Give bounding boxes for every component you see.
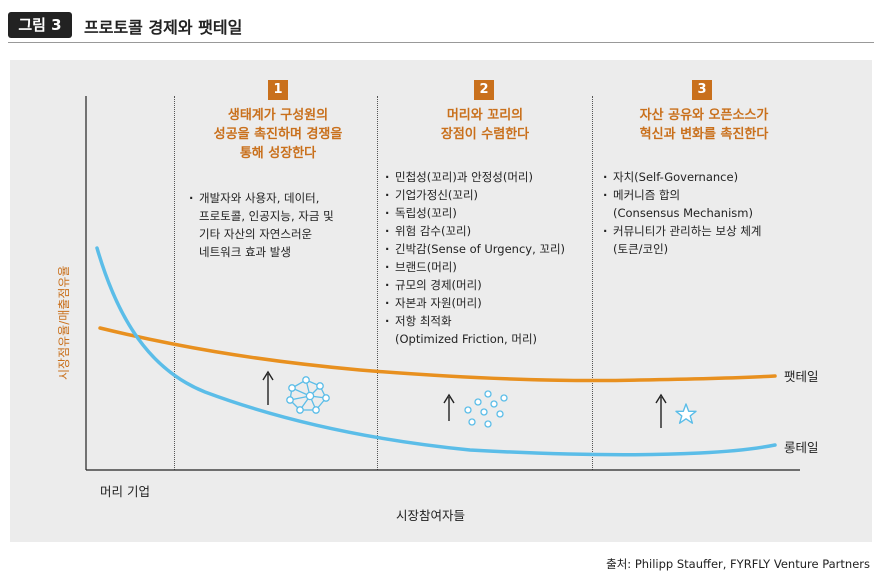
column-3-heading-line: 혁신과 변화를 촉진한다 <box>639 127 769 142</box>
column-divider <box>592 96 593 470</box>
bullet-item: 네트워크 효과 발생 <box>199 245 291 259</box>
figure-badge: 그림 3 <box>8 12 72 38</box>
column-1-heading-line: 성공을 촉진하며 경쟁을 <box>213 127 343 142</box>
bullet-item: 프로토콜, 인공지능, 자금 및 <box>199 209 334 223</box>
y-axis-label: 시장점유율/매출점유율 <box>57 265 71 380</box>
column-2-number: 2 <box>474 80 494 100</box>
column-3-number: 3 <box>692 80 712 100</box>
fat-tail-curve <box>98 326 777 383</box>
column-1-heading: 생태계가 구성원의 성공을 촉진하며 경쟁을 통해 성장한다 <box>180 106 376 163</box>
bullet-item: 규모의 경제(머리) <box>384 276 590 294</box>
bullet-item: 독립성(꼬리) <box>384 204 590 222</box>
bullet-item: 저항 최적화 <box>384 312 590 330</box>
figure-title: 프로토콜 경제와 팻테일 <box>84 18 243 37</box>
bullet-item: (Consensus Mechanism) <box>613 206 753 220</box>
source-note: 출처: Philipp Stauffer, FYRFLY Venture Par… <box>606 557 870 571</box>
column-2-heading-line: 머리와 꼬리의 <box>446 108 524 123</box>
column-1-number: 1 <box>268 80 288 100</box>
column-divider <box>377 96 378 470</box>
up-arrow-icon <box>443 393 455 421</box>
star-icon <box>675 403 697 424</box>
bullet-item: (토큰/코인) <box>613 242 669 256</box>
x-axis-label: 시장참여자들 <box>396 508 466 523</box>
figure-header: 그림 3 프로토콜 경제와 팻테일 <box>8 8 874 43</box>
column-3-bullets: 자치(Self-Governance) 메커니즘 합의 (Consensus M… <box>602 168 842 258</box>
bullet-item: 개발자와 사용자, 데이터, <box>188 189 374 207</box>
column-1-heading-line: 생태계가 구성원의 <box>227 108 329 123</box>
fat-tail-label: 팻테일 <box>784 369 819 384</box>
bullet-item: (Optimized Friction, 머리) <box>395 332 538 346</box>
column-3-heading-line: 자산 공유와 오픈소스가 <box>639 108 769 123</box>
column-2-heading: 머리와 꼬리의 장점이 수렴한다 <box>380 106 590 144</box>
bullet-item: 커뮤니티가 관리하는 보상 체계 <box>602 222 842 240</box>
header-rule <box>8 42 874 43</box>
network-icon <box>286 376 330 414</box>
bullet-item: 기업가정신(꼬리) <box>384 186 590 204</box>
bullet-item: 위험 감수(꼬리) <box>384 222 590 240</box>
bullet-item: 자본과 자원(머리) <box>384 294 590 312</box>
x-axis-origin-label: 머리 기업 <box>100 484 150 499</box>
bullet-item: 기타 자산의 자연스러운 <box>199 227 313 241</box>
bullet-item: 민첩성(꼬리)과 안정성(머리) <box>384 168 590 186</box>
dots-cluster-icon <box>464 390 508 428</box>
column-3-heading: 자산 공유와 오픈소스가 혁신과 변화를 촉진한다 <box>596 106 812 144</box>
column-1-heading-line: 통해 성장한다 <box>239 146 317 161</box>
bullet-item: 긴박감(Sense of Urgency, 꼬리) <box>384 240 590 258</box>
bullet-item: 메커니즘 합의 <box>602 186 842 204</box>
long-tail-curve <box>95 246 777 457</box>
long-tail-label: 롱테일 <box>784 440 819 455</box>
up-arrow-icon <box>262 370 274 405</box>
up-arrow-icon <box>655 393 667 428</box>
bullet-item: 브랜드(머리) <box>384 258 590 276</box>
column-2-heading-line: 장점이 수렴한다 <box>440 127 530 142</box>
column-1-bullets: 개발자와 사용자, 데이터, 프로토콜, 인공지능, 자금 및 기타 자산의 자… <box>188 189 374 261</box>
column-2-bullets: 민첩성(꼬리)과 안정성(머리) 기업가정신(꼬리) 독립성(꼬리) 위험 감수… <box>384 168 590 348</box>
column-divider <box>174 96 175 470</box>
bullet-item: 자치(Self-Governance) <box>602 168 842 186</box>
